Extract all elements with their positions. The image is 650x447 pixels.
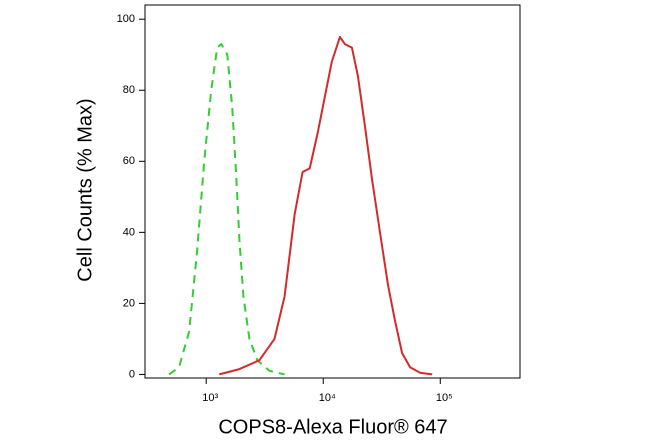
plot-frame — [144, 4, 521, 379]
x-tick-label: 10⁵ — [436, 392, 453, 404]
histogram-line — [168, 43, 285, 376]
x-tick-label: 10⁴ — [319, 392, 336, 404]
x-tick-label: 10³ — [202, 392, 218, 404]
histogram-line — [219, 36, 433, 376]
y-tick-label: 100 — [117, 13, 135, 25]
y-tick-label: 0 — [129, 368, 135, 380]
y-tick-label: 60 — [123, 155, 135, 167]
y-tick-label: 20 — [123, 297, 135, 309]
y-axis-label: Cell Counts (% Max) — [74, 98, 96, 281]
y-tick-label: 80 — [123, 84, 135, 96]
y-tick-label: 40 — [123, 226, 135, 238]
x-axis-label: COPS8-Alexa Fluor® 647 — [218, 416, 447, 438]
